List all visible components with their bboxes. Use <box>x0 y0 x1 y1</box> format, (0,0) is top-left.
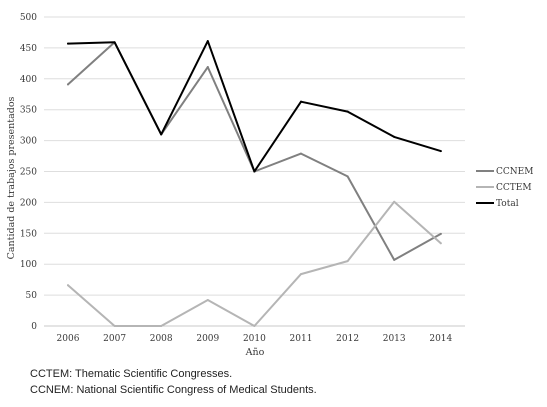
data-point <box>253 170 256 173</box>
y-tick-label: 150 <box>20 229 37 239</box>
data-point <box>393 200 396 203</box>
data-point <box>160 133 163 136</box>
data-point <box>300 100 302 103</box>
footnote-cctem: CCTEM: Thematic Scientific Congresses. <box>30 368 233 380</box>
series-cctem <box>67 200 442 327</box>
x-tick-label: 2008 <box>150 334 173 344</box>
series-line-total <box>67 40 442 173</box>
series-lines <box>67 40 442 327</box>
data-point <box>253 325 256 327</box>
legend: CCNEM CCTEM Total <box>476 167 533 209</box>
legend-item-ccnem: CCNEM <box>476 167 533 177</box>
y-axis-title: Cantidad de trabajos presentados <box>6 96 17 259</box>
data-point <box>393 258 396 261</box>
y-tick-label: 450 <box>20 44 37 54</box>
x-tick-label: 2009 <box>196 334 219 344</box>
x-tick-label: 2011 <box>290 334 313 344</box>
series-total <box>67 40 442 173</box>
x-tick-label: 2014 <box>429 334 452 344</box>
y-tick-label: 350 <box>20 106 37 116</box>
x-tick-label: 2012 <box>336 334 359 344</box>
x-tick-label: 2006 <box>57 334 80 344</box>
data-point <box>439 242 442 245</box>
y-tick-label: 400 <box>20 75 37 85</box>
data-point <box>439 150 442 153</box>
legend-item-total: Total <box>476 199 519 209</box>
data-point <box>113 325 116 327</box>
data-point <box>206 299 209 302</box>
legend-label: CCTEM <box>496 183 532 193</box>
legend-label: Total <box>496 199 519 209</box>
data-point <box>346 110 349 113</box>
y-tick-label: 0 <box>31 322 37 332</box>
y-tick-label: 500 <box>20 13 37 23</box>
data-point <box>67 83 69 86</box>
legend-label: CCNEM <box>496 167 533 177</box>
x-tick-labels: 2006 2007 2008 2009 2010 2011 2012 2013 2014 <box>57 334 453 344</box>
data-point <box>346 260 349 263</box>
x-tick-label: 2010 <box>243 334 266 344</box>
data-point <box>206 66 209 69</box>
data-point <box>67 284 69 287</box>
data-point <box>67 42 69 45</box>
data-point <box>206 40 209 43</box>
footnote-ccnem: CCNEM: National Scientific Congress of M… <box>30 384 317 396</box>
x-tick-label: 2013 <box>383 334 406 344</box>
x-tick-label: 2007 <box>103 334 126 344</box>
y-tick-label: 50 <box>26 291 38 301</box>
y-tick-label: 300 <box>20 137 37 147</box>
data-point <box>113 41 116 44</box>
y-tick-label: 100 <box>20 260 37 270</box>
y-tick-label: 200 <box>20 198 37 208</box>
data-point <box>346 175 349 178</box>
data-point <box>393 135 396 138</box>
x-axis-title: Año <box>245 347 265 358</box>
data-point <box>439 232 442 235</box>
data-point <box>160 325 163 327</box>
series-line-ccnem <box>67 41 442 261</box>
y-tick-label: 250 <box>20 168 37 178</box>
y-tick-labels: 0 50 100 150 200 250 300 350 400 450 500 <box>20 13 37 332</box>
data-point <box>300 273 302 276</box>
data-point <box>300 152 302 155</box>
legend-item-cctem: CCTEM <box>476 183 532 193</box>
series-ccnem <box>67 41 442 261</box>
